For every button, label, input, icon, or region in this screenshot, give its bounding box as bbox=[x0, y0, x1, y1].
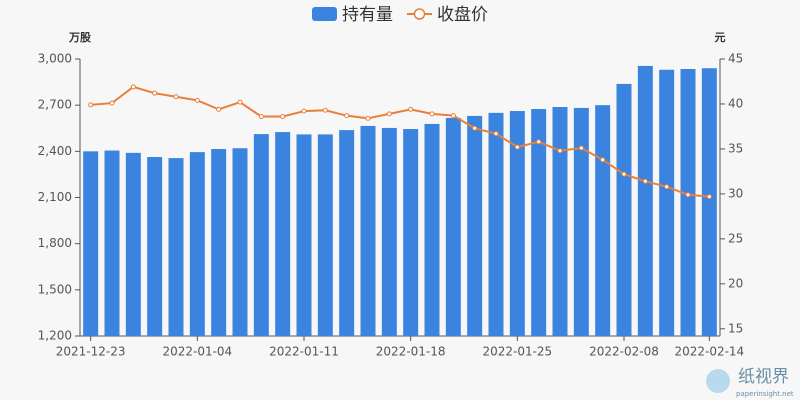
legend-swatch bbox=[413, 8, 426, 20]
bar bbox=[595, 105, 611, 337]
line-point bbox=[408, 106, 414, 112]
line-point bbox=[706, 194, 712, 200]
bar bbox=[189, 152, 205, 336]
bar bbox=[552, 107, 568, 336]
y-tick-label: 1,800 bbox=[38, 236, 72, 250]
x-tick-label: 2021-12-23 bbox=[56, 345, 126, 359]
line-point bbox=[216, 106, 222, 112]
line-point bbox=[386, 111, 392, 117]
y2-tick-label: 30 bbox=[728, 186, 743, 200]
bar bbox=[83, 151, 99, 336]
line-point bbox=[173, 94, 179, 100]
y2-tick-label: 40 bbox=[728, 96, 743, 110]
bar bbox=[253, 134, 269, 336]
y-tick-label: 1,200 bbox=[38, 329, 72, 343]
line-point bbox=[88, 102, 94, 108]
y-tick-label: 2,400 bbox=[38, 144, 72, 158]
line-point bbox=[642, 178, 648, 184]
watermark-logo bbox=[706, 369, 730, 393]
y-tick-label: 2,700 bbox=[38, 98, 72, 112]
bar bbox=[467, 115, 483, 336]
legend-label: 持有量 bbox=[342, 5, 393, 25]
legend-label: 收盘价 bbox=[437, 5, 488, 25]
line-point bbox=[194, 97, 200, 103]
line-point bbox=[472, 125, 478, 131]
y2-axis-label: 元 bbox=[715, 31, 726, 44]
y-tick-label: 3,000 bbox=[38, 52, 72, 66]
watermark-text: 纸视界 bbox=[738, 367, 789, 387]
y2-tick-label: 20 bbox=[728, 276, 743, 290]
line-point bbox=[109, 100, 115, 106]
bar bbox=[104, 150, 120, 336]
watermark: 纸视界 paperinsight.net bbox=[706, 367, 794, 398]
line-point bbox=[152, 90, 158, 96]
line-point bbox=[621, 171, 627, 177]
bar bbox=[509, 111, 525, 337]
bar bbox=[296, 134, 312, 336]
bar bbox=[488, 112, 504, 336]
line-point bbox=[536, 139, 542, 145]
y2-tick-label: 35 bbox=[728, 141, 743, 155]
y-tick-label: 1,500 bbox=[38, 282, 72, 296]
bar bbox=[147, 157, 163, 336]
bar bbox=[637, 65, 653, 337]
bar bbox=[211, 149, 227, 336]
line-point bbox=[514, 144, 520, 150]
line-point bbox=[557, 148, 563, 154]
bar bbox=[701, 68, 717, 336]
line-point bbox=[344, 113, 350, 119]
x-tick-label: 2022-01-18 bbox=[376, 345, 446, 359]
bar bbox=[680, 69, 696, 336]
line-point bbox=[664, 184, 670, 190]
bar bbox=[275, 132, 291, 336]
x-tick-label: 2022-01-11 bbox=[269, 345, 339, 359]
line-point bbox=[578, 145, 584, 151]
x-tick-label: 2022-02-08 bbox=[589, 345, 659, 359]
bar bbox=[424, 123, 440, 337]
line-point bbox=[493, 131, 499, 137]
x-tick-label: 2022-01-04 bbox=[162, 345, 232, 359]
legend-swatch bbox=[312, 7, 337, 21]
bar bbox=[616, 83, 632, 337]
y-axis-label: 万股 bbox=[68, 31, 92, 44]
bar bbox=[531, 109, 547, 336]
bar bbox=[659, 69, 675, 337]
line-point bbox=[130, 84, 136, 90]
x-tick-label: 2022-01-25 bbox=[482, 345, 552, 359]
bar bbox=[573, 107, 589, 336]
bar bbox=[381, 127, 397, 336]
y2-tick-label: 45 bbox=[728, 52, 743, 66]
bar bbox=[445, 117, 461, 336]
line-point bbox=[258, 114, 264, 120]
line-point bbox=[450, 113, 456, 119]
bar bbox=[339, 130, 355, 336]
line-point bbox=[322, 107, 328, 113]
bar bbox=[168, 158, 184, 336]
line bbox=[90, 85, 710, 198]
line-point bbox=[365, 115, 371, 121]
line-point bbox=[280, 114, 286, 120]
line-point bbox=[600, 157, 606, 163]
bar bbox=[125, 152, 141, 336]
line-point bbox=[685, 192, 691, 198]
bar bbox=[232, 148, 248, 336]
bar bbox=[403, 129, 419, 336]
watermark-url: paperinsight.net bbox=[736, 390, 794, 398]
y-tick-label: 2,100 bbox=[38, 190, 72, 204]
x-tick-label: 2022-02-14 bbox=[674, 345, 744, 359]
line-point bbox=[429, 111, 435, 117]
y2-tick-label: 25 bbox=[728, 231, 743, 245]
line-point bbox=[301, 108, 307, 114]
y2-tick-label: 15 bbox=[728, 321, 743, 335]
line-point bbox=[237, 99, 243, 105]
bar bbox=[317, 134, 333, 336]
bar bbox=[360, 125, 376, 336]
